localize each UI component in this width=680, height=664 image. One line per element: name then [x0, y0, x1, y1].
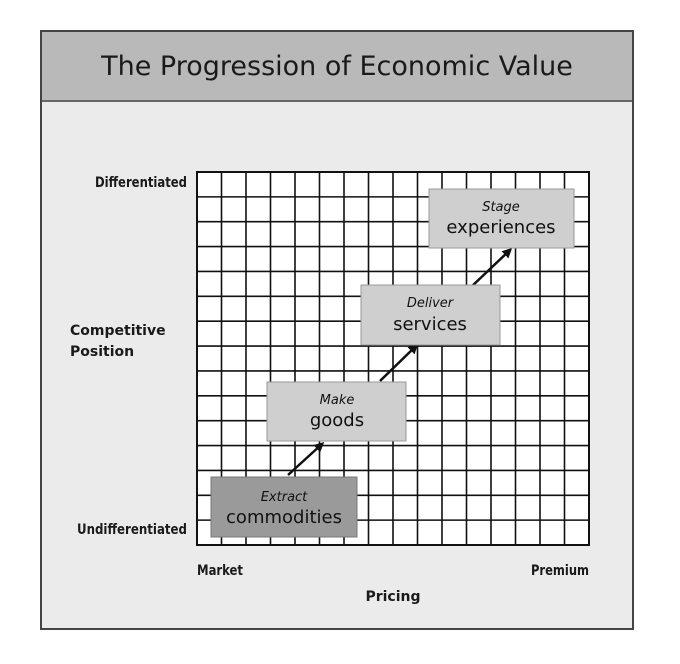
- stage-services: Deliver services: [360, 284, 501, 346]
- x-axis-title: Pricing: [365, 589, 420, 605]
- title-bar: The Progression of Economic Value: [42, 32, 632, 102]
- stage-experiences: Stage experiences: [428, 188, 575, 249]
- stage-noun-services: services: [393, 314, 467, 335]
- stage-box-services: [360, 284, 501, 346]
- stage-verb-experiences: Stage: [482, 200, 520, 215]
- y-axis-top-label: Differentiated: [95, 175, 187, 191]
- stage-noun-commodities: commodities: [226, 507, 342, 528]
- stage-box-goods: [266, 381, 407, 442]
- stage-verb-commodities: Extract: [261, 490, 308, 505]
- stage-box-experiences: [428, 188, 575, 249]
- y-axis-title-line-1: Competitive: [70, 323, 166, 339]
- x-axis-left-label: Market: [197, 563, 243, 579]
- stage-verb-goods: Make: [320, 393, 355, 408]
- x-axis-right-label: Premium: [531, 563, 589, 579]
- stage-goods: Make goods: [266, 381, 407, 442]
- stage-box-commodities: [210, 476, 358, 538]
- arrow-goods-to-services: [379, 343, 419, 382]
- diagram-title: The Progression of Economic Value: [101, 50, 573, 82]
- stage-noun-experiences: experiences: [446, 217, 555, 238]
- stage-noun-goods: goods: [310, 410, 364, 431]
- arrow-services-to-experiences: [469, 247, 513, 289]
- arrow-commodities-to-goods: [287, 441, 325, 476]
- grid-lines: [197, 172, 589, 545]
- progression-arrows: [287, 247, 513, 476]
- stage-commodities: Extract commodities: [210, 476, 358, 538]
- y-axis-title-line-2: Position: [70, 344, 134, 360]
- y-axis-bottom-label: Undifferentiated: [77, 522, 187, 538]
- stage-verb-services: Deliver: [407, 296, 455, 311]
